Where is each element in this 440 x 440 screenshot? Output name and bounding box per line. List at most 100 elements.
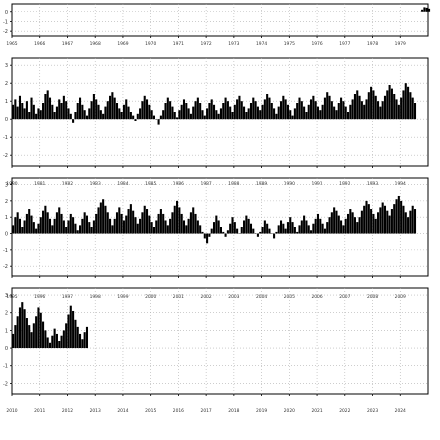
data-bar <box>233 222 236 234</box>
data-bar <box>169 101 172 120</box>
data-bar <box>196 220 199 234</box>
data-bar <box>305 220 308 234</box>
data-bar <box>53 328 56 349</box>
data-bar <box>279 101 283 120</box>
data-bar <box>76 326 79 349</box>
data-bar <box>141 212 144 234</box>
data-bar <box>374 218 377 234</box>
data-bar <box>162 110 165 120</box>
data-bar <box>400 97 403 120</box>
data-bar <box>18 95 22 120</box>
x-tick-label: 1967 <box>62 41 73 47</box>
data-bar <box>303 215 306 234</box>
data-bar <box>180 104 183 120</box>
data-bar <box>102 113 105 120</box>
data-bar <box>58 99 61 120</box>
data-bar <box>44 94 47 120</box>
data-bar <box>208 103 211 120</box>
data-bar <box>139 218 142 234</box>
data-bar <box>346 112 350 120</box>
data-bar <box>16 106 19 120</box>
data-bar <box>55 106 58 120</box>
data-bar <box>109 218 112 234</box>
data-bar <box>404 83 407 120</box>
data-bar <box>194 213 197 234</box>
data-bar <box>312 223 315 234</box>
data-bar <box>48 218 52 234</box>
data-bar <box>319 110 322 120</box>
data-bar <box>256 106 259 120</box>
data-bar <box>166 225 169 234</box>
data-bar <box>296 231 299 234</box>
x-tick-label: 1974 <box>256 41 267 47</box>
data-bar <box>113 218 116 234</box>
data-bar <box>65 323 68 349</box>
data-bar <box>81 218 84 234</box>
data-bar <box>270 103 273 120</box>
data-bar <box>127 106 130 120</box>
data-bar <box>23 220 26 234</box>
data-bar <box>134 119 137 121</box>
data-bar <box>300 220 303 234</box>
data-bar <box>381 101 384 120</box>
data-bar <box>307 225 310 234</box>
data-bar <box>95 213 98 234</box>
data-bar <box>67 220 70 234</box>
data-bar <box>60 335 63 349</box>
data-bar <box>109 95 112 120</box>
data-bar <box>421 9 424 12</box>
x-tick-label: 1977 <box>339 41 350 47</box>
data-bar <box>333 106 336 120</box>
panel-4: 3 2 1 0 -1 -2 2010 2011 2012 2013 2014 2015 2016 2017… <box>3 287 429 414</box>
data-bar <box>312 95 315 120</box>
data-bar <box>286 104 289 120</box>
data-bar <box>162 213 165 234</box>
data-bar <box>411 205 414 234</box>
data-bar <box>199 103 202 120</box>
data-bar <box>252 228 255 234</box>
data-bar <box>111 92 114 120</box>
x-tick-label: 1966 <box>34 41 45 47</box>
y-tick-label: 1 <box>5 215 8 221</box>
data-bar <box>231 112 234 120</box>
data-bar <box>173 205 176 234</box>
data-bar <box>51 104 54 120</box>
data-bar <box>374 95 377 120</box>
data-bar <box>65 101 68 120</box>
data-bar <box>115 103 119 120</box>
data-bar <box>390 209 393 234</box>
data-bar <box>28 325 31 349</box>
data-bar <box>210 99 213 120</box>
data-bar <box>192 207 195 234</box>
data-bar <box>83 212 86 234</box>
data-bar <box>46 337 49 349</box>
data-bar <box>53 218 56 234</box>
data-bar <box>266 94 269 120</box>
y-tick-label: 3 <box>5 63 8 69</box>
data-bar <box>171 106 174 120</box>
data-bar <box>326 222 329 234</box>
data-bar <box>289 110 292 120</box>
y-tick-label: 0 <box>5 10 8 16</box>
data-bar <box>176 117 179 120</box>
data-bar <box>319 218 322 234</box>
data-bar <box>428 8 431 12</box>
data-bar <box>337 103 340 120</box>
data-bar <box>152 227 155 234</box>
data-bar <box>286 222 289 234</box>
data-bar <box>346 213 350 234</box>
data-bar <box>48 97 52 120</box>
x-tick-label: 2014 <box>117 408 128 414</box>
data-bar <box>46 90 49 120</box>
x-tick-label: 2023 <box>367 408 378 414</box>
data-bar <box>314 101 317 120</box>
data-bar <box>28 209 31 234</box>
data-bar <box>400 200 403 234</box>
data-bar <box>423 7 426 12</box>
data-bar <box>81 104 84 120</box>
data-bar <box>90 227 93 234</box>
data-bar <box>159 209 162 234</box>
x-tick-label: 1975 <box>284 41 295 47</box>
data-bar <box>360 210 363 234</box>
data-bar <box>173 112 176 120</box>
